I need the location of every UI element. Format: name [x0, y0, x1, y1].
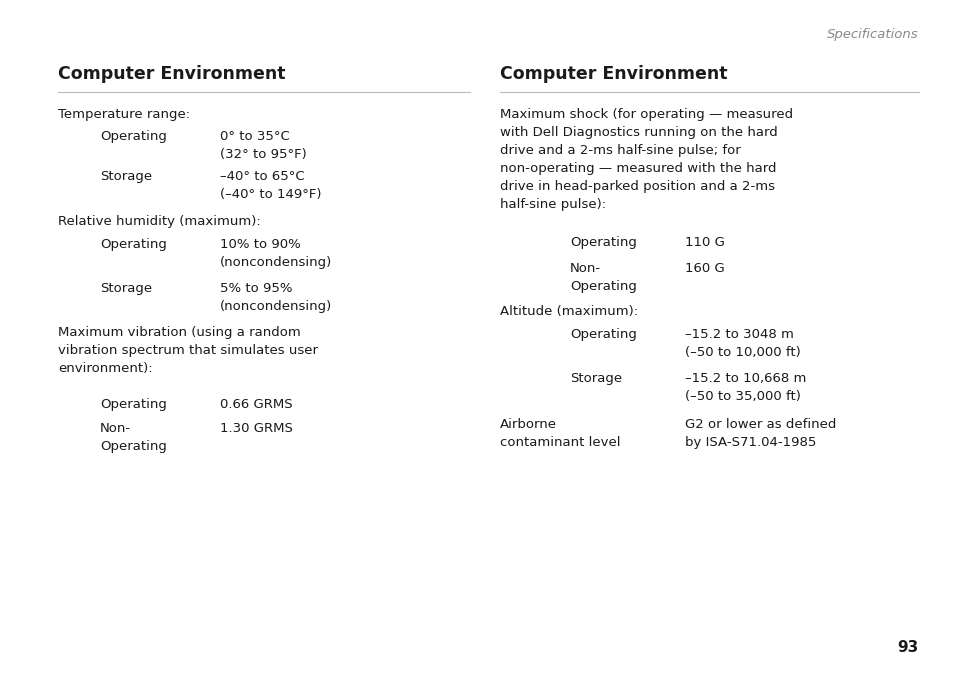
Text: (noncondensing): (noncondensing): [220, 300, 332, 313]
Text: 1.30 GRMS: 1.30 GRMS: [220, 422, 293, 435]
Text: Operating: Operating: [100, 398, 167, 411]
Text: 93: 93: [897, 640, 918, 655]
Text: Operating: Operating: [569, 328, 637, 341]
Text: –15.2 to 10,668 m: –15.2 to 10,668 m: [684, 372, 805, 385]
Text: Non-: Non-: [100, 422, 131, 435]
Text: 160 G: 160 G: [684, 262, 724, 275]
Text: half-sine pulse):: half-sine pulse):: [499, 198, 605, 211]
Text: (–50 to 35,000 ft): (–50 to 35,000 ft): [684, 390, 800, 403]
Text: environment):: environment):: [58, 362, 152, 375]
Text: Altitude (maximum):: Altitude (maximum):: [499, 305, 638, 318]
Text: Storage: Storage: [100, 170, 152, 183]
Text: (–40° to 149°F): (–40° to 149°F): [220, 188, 321, 201]
Text: non-operating — measured with the hard: non-operating — measured with the hard: [499, 162, 776, 175]
Text: 0.66 GRMS: 0.66 GRMS: [220, 398, 293, 411]
Text: Maximum vibration (using a random: Maximum vibration (using a random: [58, 326, 300, 339]
Text: (32° to 95°F): (32° to 95°F): [220, 148, 307, 161]
Text: Storage: Storage: [100, 282, 152, 295]
Text: (noncondensing): (noncondensing): [220, 256, 332, 269]
Text: drive in head-parked position and a 2-ms: drive in head-parked position and a 2-ms: [499, 180, 774, 193]
Text: 10% to 90%: 10% to 90%: [220, 238, 300, 251]
Text: with Dell Diagnostics running on the hard: with Dell Diagnostics running on the har…: [499, 126, 777, 139]
Text: Storage: Storage: [569, 372, 621, 385]
Text: Specifications: Specifications: [826, 28, 918, 41]
Text: 5% to 95%: 5% to 95%: [220, 282, 293, 295]
Text: Computer Environment: Computer Environment: [499, 65, 727, 83]
Text: contaminant level: contaminant level: [499, 436, 619, 449]
Text: Maximum shock (for operating — measured: Maximum shock (for operating — measured: [499, 108, 792, 121]
Text: vibration spectrum that simulates user: vibration spectrum that simulates user: [58, 344, 317, 357]
Text: Operating: Operating: [100, 130, 167, 143]
Text: Operating: Operating: [569, 280, 637, 293]
Text: Operating: Operating: [100, 440, 167, 453]
Text: drive and a 2-ms half-sine pulse; for: drive and a 2-ms half-sine pulse; for: [499, 144, 740, 157]
Text: Computer Environment: Computer Environment: [58, 65, 285, 83]
Text: –15.2 to 3048 m: –15.2 to 3048 m: [684, 328, 793, 341]
Text: Non-: Non-: [569, 262, 600, 275]
Text: 0° to 35°C: 0° to 35°C: [220, 130, 290, 143]
Text: by ISA-S71.04-1985: by ISA-S71.04-1985: [684, 436, 816, 449]
Text: Airborne: Airborne: [499, 418, 557, 431]
Text: Operating: Operating: [100, 238, 167, 251]
Text: 110 G: 110 G: [684, 236, 724, 249]
Text: –40° to 65°C: –40° to 65°C: [220, 170, 304, 183]
Text: Operating: Operating: [569, 236, 637, 249]
Text: Relative humidity (maximum):: Relative humidity (maximum):: [58, 215, 260, 228]
Text: (–50 to 10,000 ft): (–50 to 10,000 ft): [684, 346, 800, 359]
Text: Temperature range:: Temperature range:: [58, 108, 190, 121]
Text: G2 or lower as defined: G2 or lower as defined: [684, 418, 836, 431]
